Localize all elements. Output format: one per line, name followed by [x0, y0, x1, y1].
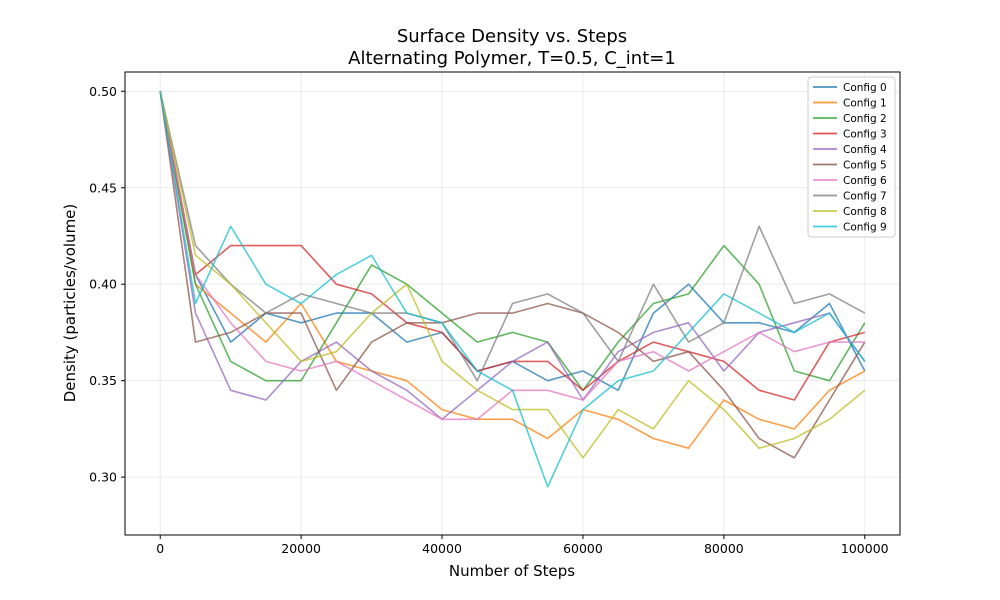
series-line-config-7 — [159, 91, 866, 382]
legend-label-config-6: Config 6 — [843, 175, 887, 187]
series-lines — [159, 91, 866, 488]
legend-label-config-7: Config 7 — [843, 190, 887, 202]
y-tick-label: 0.45 — [89, 180, 117, 195]
legend-label-config-9: Config 9 — [843, 221, 887, 233]
series-line-config-6 — [159, 91, 865, 421]
series-line-config-3 — [159, 91, 866, 401]
legend-label-config-0: Config 0 — [843, 82, 887, 94]
legend-label-config-3: Config 3 — [843, 128, 887, 140]
x-tick-label: 100000 — [841, 541, 889, 556]
x-tick-label: 80000 — [704, 541, 744, 556]
legend-box — [807, 76, 896, 238]
x-tick-label: 40000 — [422, 541, 462, 556]
legend-label-config-4: Config 4 — [843, 144, 887, 156]
series-line-config-8 — [159, 91, 866, 459]
legend-label-config-1: Config 1 — [843, 97, 887, 109]
x-tick-label: 20000 — [281, 541, 321, 556]
chart-title: Surface Density vs. Steps — [397, 26, 627, 47]
y-tick-label: 0.35 — [89, 373, 117, 388]
y-axis-label: Density (particles/volume) — [61, 204, 79, 403]
series-line-config-4 — [159, 91, 866, 421]
x-axis-label: Number of Steps — [449, 562, 575, 580]
legend-label-config-2: Config 2 — [843, 113, 887, 125]
series-line-config-2 — [159, 91, 866, 392]
legend: Config 0 Config 1 Config 2 Config 3 Config 4… — [807, 76, 896, 238]
x-axis-ticks: 0 20000 40000 60000 80000 100000 — [156, 535, 889, 556]
y-tick-label: 0.50 — [89, 84, 117, 99]
chart-subtitle: Alternating Polymer, T=0.5, C_int=1 — [348, 48, 676, 69]
y-tick-label: 0.40 — [89, 277, 117, 292]
legend-label-config-8: Config 8 — [843, 206, 887, 218]
series-line-config-9 — [159, 91, 866, 488]
x-tick-label: 60000 — [563, 541, 603, 556]
series-line-config-5 — [159, 91, 866, 459]
legend-label-config-5: Config 5 — [843, 159, 887, 171]
series-line-config-1 — [159, 91, 866, 450]
series-line-config-0 — [159, 91, 866, 392]
y-tick-label: 0.30 — [89, 470, 117, 485]
y-axis-ticks: 0.30 0.35 0.40 0.45 0.50 — [89, 84, 125, 485]
plot-area-frame — [124, 71, 901, 536]
x-tick-label: 0 — [156, 541, 164, 556]
